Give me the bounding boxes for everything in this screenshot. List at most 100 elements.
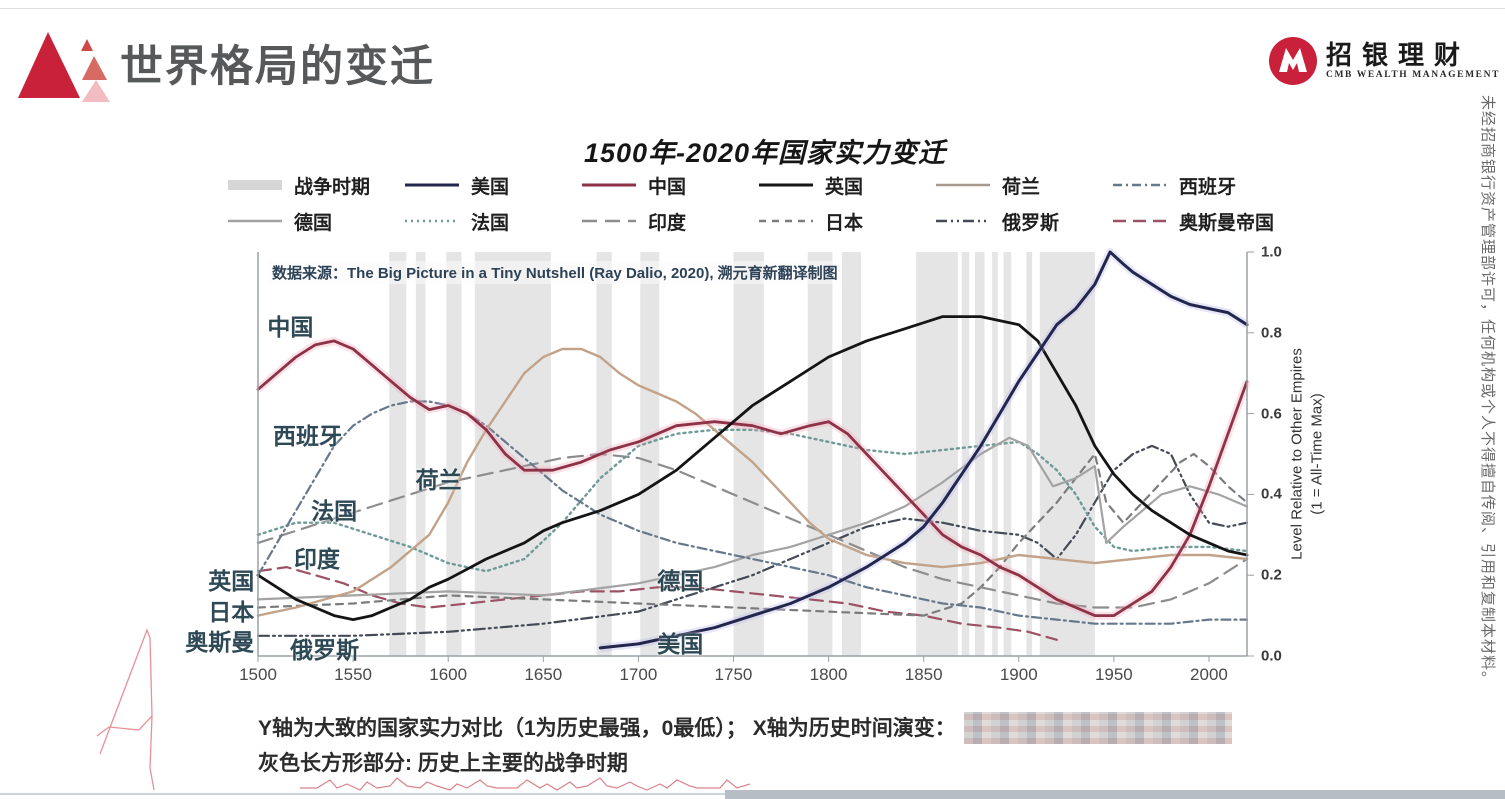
x-tick-label-1700: 1700 (619, 665, 658, 684)
series-line-uk (256, 315, 1249, 622)
war-period-band (446, 252, 462, 656)
legend-item-india: 印度 (582, 206, 759, 236)
cmb-brand-en: CMB WEALTH MANAGEMENT (1326, 70, 1501, 81)
legend-label-netherlands: 荷兰 (1002, 176, 1041, 198)
chart-label-france: 法国 (311, 497, 358, 524)
y-tick-label-1.0: 1.0 (1261, 243, 1282, 261)
chart-label-russia: 俄罗斯 (290, 636, 360, 663)
chart-label-uk: 英国 (208, 568, 255, 595)
legend-label-russia: 俄罗斯 (1002, 212, 1060, 234)
series-line-usa (598, 250, 1249, 650)
legend-label-war: 战争时期 (294, 176, 371, 198)
legend-label-germany: 德国 (294, 212, 333, 234)
war-period-band (1003, 252, 1012, 656)
legend-label-japan: 日本 (825, 212, 864, 234)
cmb-m-icon (1269, 37, 1317, 85)
legend-swatch-usa (405, 183, 459, 187)
series-line-japan (256, 452, 1249, 617)
war-period-band (733, 252, 764, 656)
legend-label-france: 法国 (471, 212, 510, 234)
cmb-brand-text: 招银理财 CMB WEALTH MANAGEMENT (1326, 40, 1501, 81)
war-period-band (1039, 252, 1095, 656)
y-tick-label-0.6: 0.6 (1261, 405, 1282, 423)
legend-label-uk: 英国 (825, 176, 864, 198)
x-tick-label-1600: 1600 (429, 665, 468, 684)
series-line-france (256, 428, 1249, 573)
legend-label-ottoman: 奥斯曼帝国 (1179, 212, 1275, 234)
legend-item-usa: 美国 (405, 170, 582, 200)
data-source-note: 数据来源：The Big Picture in a Tiny Nutshell … (268, 261, 842, 284)
chart-label-china: 中国 (267, 313, 314, 340)
y-axis-title-line2: (1 = All-Time Max) (1308, 393, 1325, 515)
chart-label-ottoman: 奥斯曼 (185, 628, 255, 655)
series-line-india (256, 452, 1249, 609)
cmb-brand-cn: 招银理财 (1326, 40, 1471, 70)
legend-swatch-india (582, 219, 636, 223)
legend-item-japan: 日本 (759, 206, 936, 236)
legend-item-war: 战争时期 (228, 170, 405, 200)
x-tick-label-1900: 1900 (999, 665, 1038, 684)
legend-label-spain: 西班牙 (1179, 176, 1237, 198)
x-tick-label-1750: 1750 (714, 665, 753, 684)
seismograph-decoration (300, 777, 750, 791)
vertical-disclaimer-text: 未经招商银行资产管理部许可，任何机构或个人不得擅自传阅、引用和复制本材料。 (1479, 95, 1496, 688)
cmb-brand-logo: 招银理财 CMB WEALTH MANAGEMENT (1268, 36, 1500, 86)
series-line-russia (256, 444, 1249, 637)
line-chart-plot (255, 248, 1254, 662)
legend-item-france: 法国 (405, 206, 582, 236)
series-line-spain (256, 400, 1249, 625)
x-tick-label-1850: 1850 (904, 665, 943, 684)
legend-swatch-spain (1113, 183, 1167, 187)
chart-label-india: 印度 (293, 546, 340, 573)
x-tick-label-1950: 1950 (1094, 665, 1133, 684)
legend-item-germany: 德国 (228, 206, 405, 236)
war-period-band (389, 252, 407, 656)
chart-title: 1500年-2020年国家实力变迁 (583, 138, 947, 168)
x-tick-label-2000: 2000 (1190, 665, 1228, 684)
x-tick-label-1800: 1800 (809, 665, 848, 684)
war-period-band (992, 252, 998, 656)
y-tick-label-0.0: 0.0 (1261, 647, 1282, 665)
y-tick-label-0.2: 0.2 (1261, 566, 1282, 584)
legend-swatch-war (228, 180, 282, 190)
page-title: 世界格局的变迁 (120, 43, 435, 91)
x-tick-label-1500: 1500 (239, 665, 277, 684)
x-tick-label-1650: 1650 (524, 665, 563, 684)
legend-item-spain: 西班牙 (1113, 170, 1290, 200)
caption-line-1: Y轴为大致的国家实力对比（1为历史最强，0最低）； X轴为历史时间演变： (258, 712, 1232, 744)
series-line-ottoman (256, 566, 1058, 641)
chart-label-japan: 日本 (208, 598, 255, 625)
legend-swatch-china (582, 183, 636, 187)
legend-item-netherlands: 荷兰 (936, 170, 1113, 200)
y-axis-title-line1: Level Relative to Other Empires (1288, 348, 1306, 560)
legend-swatch-japan (759, 219, 813, 223)
war-period-band (916, 252, 958, 656)
y-tick-label-0.8: 0.8 (1261, 324, 1282, 342)
war-period-band (415, 252, 426, 656)
bottom-gray-strip (725, 790, 1505, 799)
y-tick-label-0.4: 0.4 (1261, 485, 1282, 503)
series-line-netherlands (256, 347, 1249, 617)
legend-item-russia: 俄罗斯 (936, 206, 1113, 236)
war-period-band (640, 252, 660, 656)
legend-swatch-russia (936, 219, 990, 223)
legend-swatch-france (405, 219, 459, 223)
caption-line-2: 灰色长方形部分: 历史上主要的战争时期 (258, 752, 628, 775)
legend-swatch-uk (759, 183, 813, 187)
corner-line-decoration (96, 628, 155, 791)
legend-label-india: 印度 (648, 212, 687, 234)
y-axis-title: Level Relative to Other Empires (1 = All… (1288, 284, 1327, 624)
chart-label-usa: 美国 (657, 630, 704, 657)
war-period-band (474, 252, 551, 656)
legend-item-uk: 英国 (759, 170, 936, 200)
series-line-germany (256, 436, 1249, 601)
triangles-logo-icon (18, 32, 110, 102)
war-period-band (1026, 252, 1033, 656)
caption-line-1-text: Y轴为大致的国家实力对比（1为历史最强，0最低）； X轴为历史时间演变： (258, 717, 956, 740)
war-period-band (961, 252, 970, 656)
legend-swatch-ottoman (1113, 219, 1167, 223)
legend-swatch-netherlands (936, 183, 990, 187)
chart-label-netherlands: 荷兰 (415, 467, 462, 494)
war-period-band (841, 252, 861, 656)
